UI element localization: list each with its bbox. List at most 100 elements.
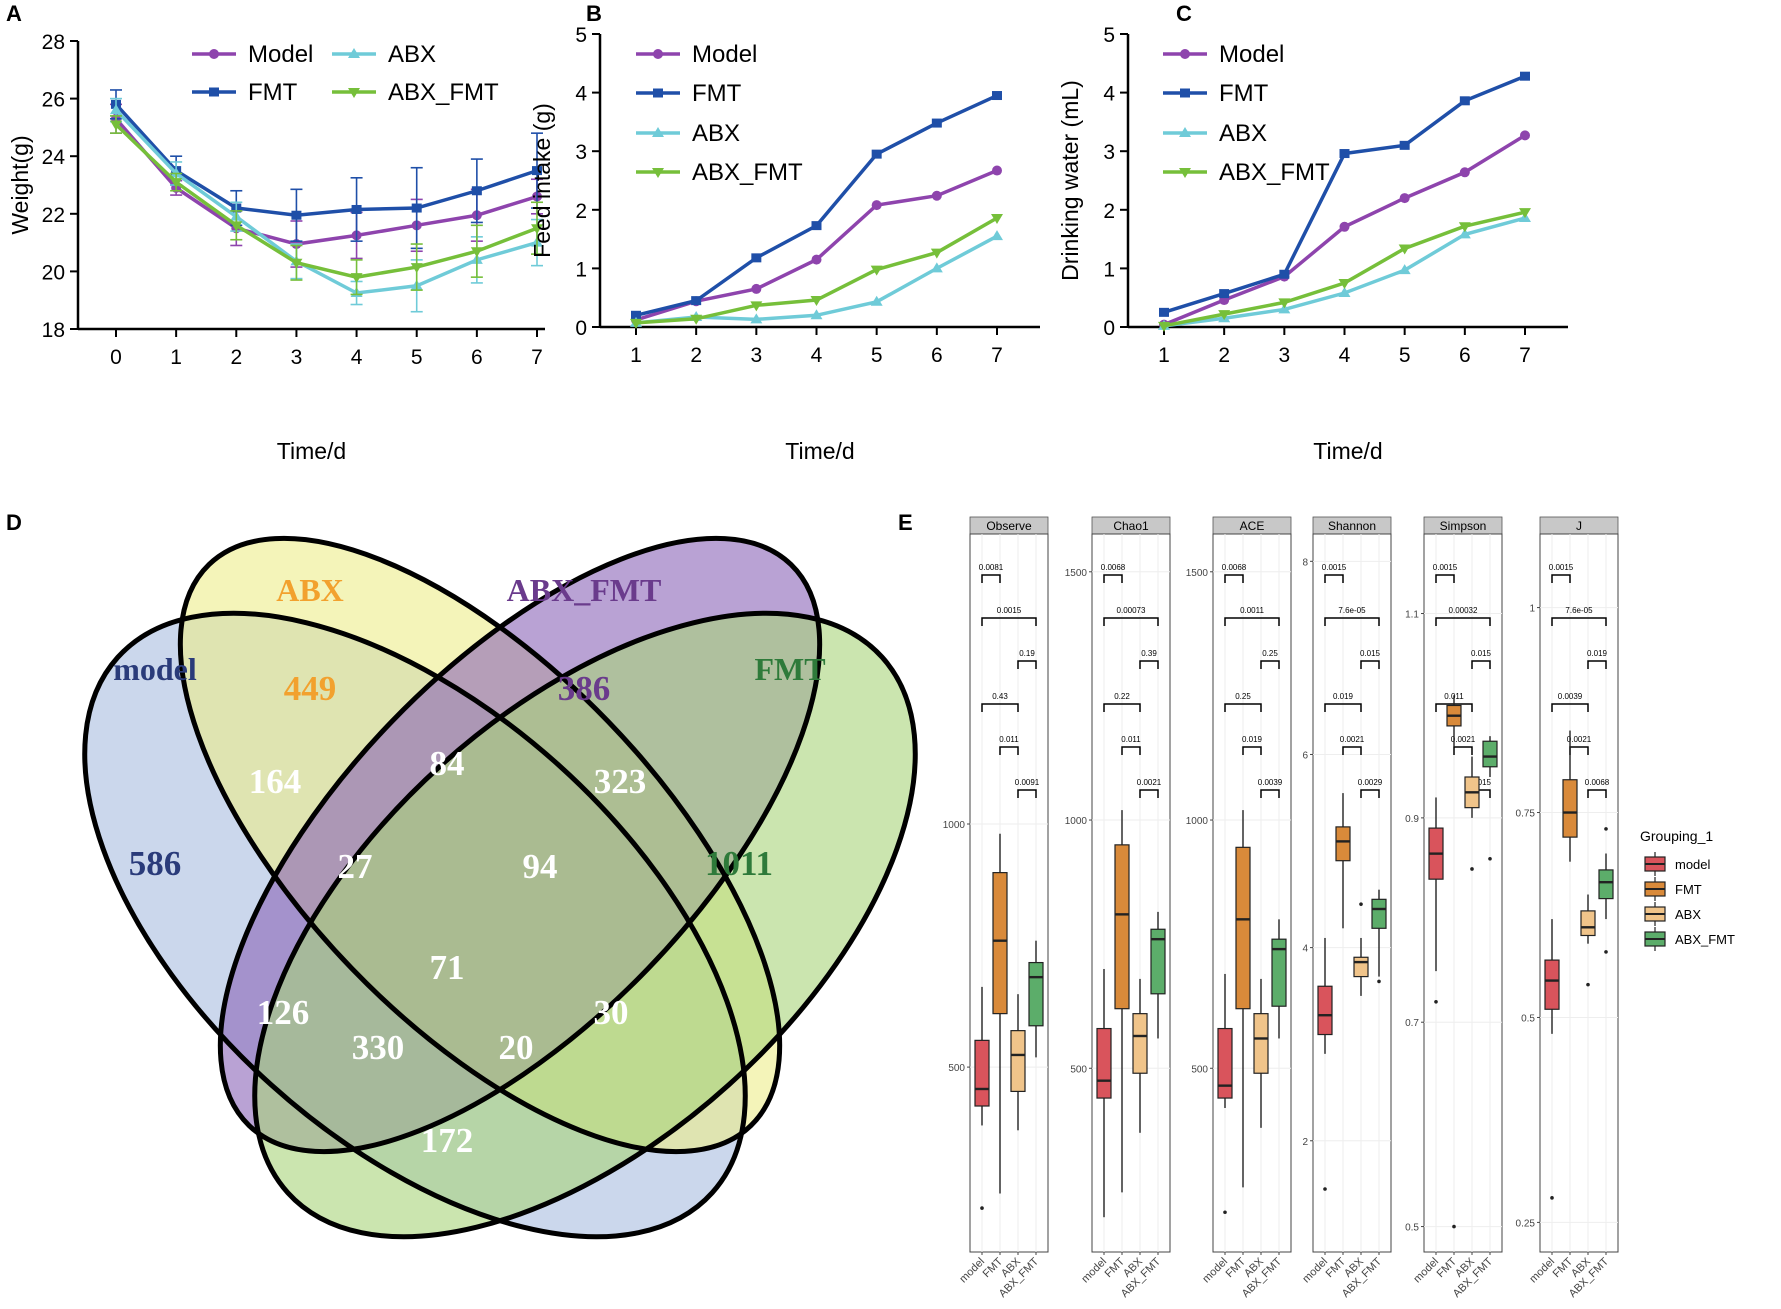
box-body — [1217, 1027, 1233, 1099]
p-value-label: 0.011 — [999, 735, 1019, 744]
x-tick-label: 6 — [471, 346, 483, 369]
significance-bracket — [1224, 703, 1262, 712]
data-point-model — [751, 283, 762, 294]
chart-A: A 18 20 22 24 26 28 0 1 2 3 4 5 6 7 Time/d Weight(g) Mode… — [6, 1, 545, 464]
data-point-abx_fmt — [1519, 208, 1531, 219]
data-point-abx_fmt — [1458, 222, 1471, 233]
data-point-abx_fmt — [290, 258, 303, 269]
p-value-label: 0.0039 — [1558, 692, 1583, 701]
y-tick-label: 0.7 — [1405, 1018, 1419, 1029]
legend-label-abx: ABX — [692, 120, 740, 147]
x-axis-label: Time/d — [785, 438, 854, 464]
box-model — [974, 986, 990, 1210]
series-abx_fmt — [1158, 208, 1531, 332]
box-abx — [1253, 978, 1269, 1128]
y-tick-label: 2 — [1103, 200, 1115, 223]
series-abx_fmt — [630, 214, 1003, 329]
significance-bracket — [1587, 789, 1607, 798]
p-value-label: 0.0068 — [1101, 563, 1126, 572]
legend-marker-abx_fmt — [652, 168, 664, 178]
venn-outline-fmt — [252, 610, 918, 1240]
panel-label-D: D — [6, 510, 22, 535]
p-value-label: 0.0081 — [979, 563, 1004, 572]
p-value-label: 0.0015 — [1322, 563, 1347, 572]
x-tick-label: 6 — [1459, 344, 1471, 367]
data-point-model — [1459, 167, 1470, 178]
legend-marker-abx — [652, 127, 664, 137]
venn-region-count: 330 — [352, 1028, 405, 1067]
data-point-abx_fmt — [1338, 279, 1351, 290]
significance-bracket — [981, 617, 1037, 626]
facet-panel — [969, 533, 1049, 1253]
y-axis-label: Feed intake (g) — [529, 103, 555, 258]
legend-label-abx_fmt: ABX_FMT — [692, 159, 803, 186]
legend-marker-fmt — [653, 88, 663, 98]
p-value-label: 0.0068 — [1585, 778, 1610, 787]
p-value-label: 0.019 — [1587, 649, 1608, 658]
significance-bracket — [1471, 660, 1491, 669]
data-point-abx_fmt — [410, 263, 423, 274]
box-model — [1096, 968, 1112, 1218]
box-body — [1010, 1030, 1026, 1093]
outlier-point — [1586, 982, 1590, 987]
p-value-label: 0.019 — [1242, 735, 1263, 744]
facet-simpson: Simpson 0.5 0.7 0.9 1.1 0.0015 0.00032 0.015 0.0… — [1405, 516, 1503, 1300]
box-body — [1096, 1027, 1112, 1099]
p-value-label: 0.0068 — [1222, 563, 1247, 572]
y-tick-label: 24 — [42, 146, 66, 169]
box-body — [1150, 928, 1166, 995]
data-point-fmt — [471, 186, 482, 196]
p-value-label: 0.0015 — [1549, 563, 1574, 572]
box-fmt — [992, 833, 1008, 1194]
legend-label-abx_fmt: ABX_FMT — [388, 79, 499, 106]
legend-label-fmt: FMT — [1219, 80, 1269, 107]
data-point-abx_fmt — [1218, 310, 1231, 321]
facet-title: Observe — [986, 519, 1032, 533]
p-value-label: 0.00073 — [1117, 606, 1146, 615]
outlier-point — [980, 1206, 984, 1210]
venn-region-count: 71 — [430, 948, 465, 987]
facet-title: ACE — [1240, 519, 1265, 533]
box-model — [1544, 919, 1560, 1200]
x-tick-label: 5 — [871, 344, 883, 367]
x-axis-label: Time/d — [277, 438, 346, 464]
y-tick-label: 26 — [42, 89, 65, 112]
p-value-label: 0.0021 — [1451, 735, 1476, 744]
venn-set-label-model: model — [113, 651, 197, 687]
data-point-fmt — [631, 310, 641, 320]
venn-set-fmt — [254, 613, 916, 1237]
p-value-label: 0.0015 — [997, 606, 1022, 615]
significance-bracket — [1435, 617, 1491, 626]
data-point-fmt — [1520, 71, 1530, 81]
data-point-abx_fmt — [870, 265, 883, 276]
data-point-fmt — [1339, 149, 1350, 159]
venn-region-count: 164 — [249, 762, 302, 801]
venn-set-label-fmt: FMT — [754, 651, 825, 687]
y-tick-label: 0.5 — [1521, 1013, 1535, 1024]
y-tick-label: 0.5 — [1405, 1223, 1419, 1234]
series-line-abx_fmt — [635, 216, 998, 325]
box-abx — [1464, 756, 1480, 871]
y-tick-label: 1000 — [1065, 816, 1088, 827]
series-line-abx — [1163, 216, 1526, 328]
box-abx_fmt — [1371, 889, 1387, 984]
data-point-fmt — [1399, 140, 1410, 150]
venn-region-count: 386 — [558, 669, 611, 708]
p-value-label: 0.0021 — [1340, 735, 1365, 744]
x-tick-label: 2 — [1218, 344, 1230, 367]
y-tick-label: 0 — [1103, 317, 1115, 340]
significance-bracket — [999, 746, 1019, 755]
significance-bracket — [1342, 746, 1362, 755]
p-value-label: 0.0021 — [1567, 735, 1592, 744]
series-abx_fmt — [110, 115, 543, 296]
panel-label-B: B — [586, 1, 602, 26]
box-body — [1371, 898, 1387, 929]
significance-bracket — [1551, 617, 1607, 626]
legend-label-abx: ABX — [388, 41, 436, 68]
box-abx_fmt — [1028, 940, 1044, 1058]
box-body — [1235, 846, 1251, 1010]
y-tick-label: 4 — [575, 83, 587, 106]
y-tick-label: 28 — [42, 31, 65, 54]
